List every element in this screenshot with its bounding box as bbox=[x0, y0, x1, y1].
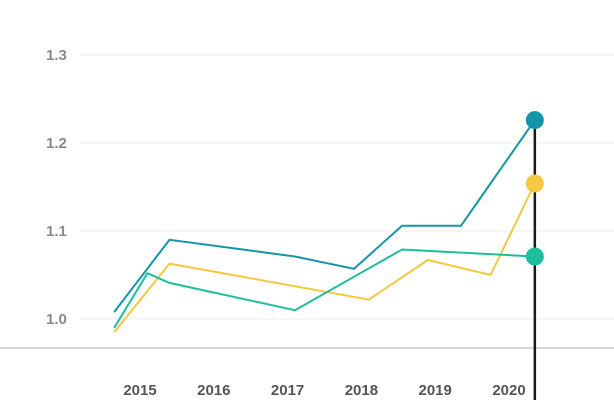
series-line-3 bbox=[113, 248, 535, 329]
x-tick-label: 2018 bbox=[345, 382, 378, 399]
highlight-point-2[interactable] bbox=[525, 174, 544, 193]
x-tick-label: 2020 bbox=[492, 382, 525, 399]
gridlines bbox=[80, 54, 614, 320]
y-axis-ticks: 1.0 1.1 1.2 1.3 bbox=[46, 47, 67, 328]
highlight-point-3[interactable] bbox=[525, 247, 544, 266]
y-tick-label: 1.2 bbox=[46, 135, 67, 152]
highlight-points bbox=[525, 111, 544, 266]
y-tick-label: 1.0 bbox=[46, 311, 67, 328]
series-lines bbox=[113, 119, 536, 333]
y-tick-label: 1.1 bbox=[46, 223, 67, 240]
x-tick-label: 2019 bbox=[419, 382, 452, 399]
y-tick-label: 1.3 bbox=[46, 47, 67, 64]
series-line-1 bbox=[113, 119, 536, 313]
x-tick-label: 2016 bbox=[197, 382, 230, 399]
x-axis-ticks: 2015 2016 2017 2018 2019 2020 bbox=[123, 382, 525, 399]
highlight-point-1[interactable] bbox=[525, 111, 544, 130]
series-line-2 bbox=[113, 183, 536, 333]
x-tick-label: 2017 bbox=[271, 382, 304, 399]
x-tick-label: 2015 bbox=[123, 382, 156, 399]
